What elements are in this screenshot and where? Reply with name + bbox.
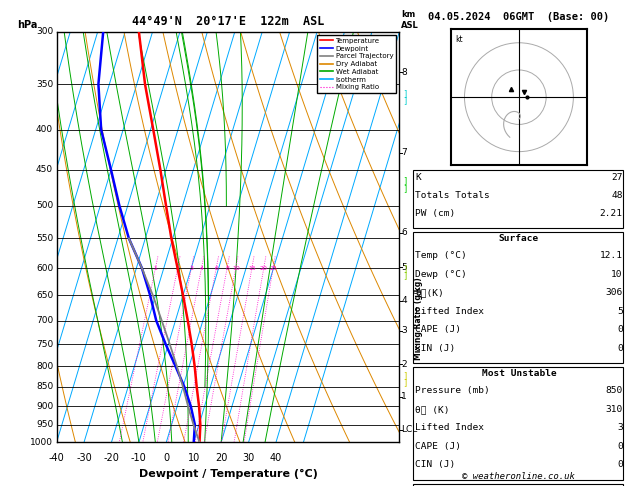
Text: 20: 20 [260, 265, 268, 271]
Text: 3: 3 [617, 423, 623, 433]
Text: 7: 7 [401, 148, 407, 157]
Text: 600: 600 [36, 263, 53, 273]
Text: -40: -40 [48, 453, 65, 463]
Text: 350: 350 [36, 80, 53, 88]
Text: 6: 6 [214, 265, 218, 271]
Text: CIN (J): CIN (J) [415, 344, 455, 353]
Text: 12.1: 12.1 [599, 251, 623, 260]
Text: Dewpoint / Temperature (°C): Dewpoint / Temperature (°C) [138, 469, 318, 479]
Text: 1: 1 [401, 392, 407, 401]
Text: 4: 4 [401, 296, 407, 305]
Text: 500: 500 [36, 201, 53, 210]
Text: 950: 950 [36, 420, 53, 429]
Text: 306: 306 [606, 288, 623, 297]
Text: -20: -20 [104, 453, 120, 463]
Text: 2: 2 [401, 360, 407, 368]
Text: 8: 8 [225, 265, 229, 271]
Text: 850: 850 [606, 386, 623, 396]
Text: PW (cm): PW (cm) [415, 209, 455, 219]
Text: 10: 10 [232, 265, 240, 271]
Text: 5: 5 [617, 307, 623, 316]
Text: 800: 800 [36, 362, 53, 371]
Text: 40: 40 [270, 453, 282, 463]
Text: 25: 25 [269, 265, 277, 271]
Text: CAPE (J): CAPE (J) [415, 442, 461, 451]
Text: 850: 850 [36, 382, 53, 391]
Text: -30: -30 [76, 453, 92, 463]
Text: 48: 48 [611, 191, 623, 200]
Text: ]
]: ] ] [403, 89, 406, 105]
Text: 15: 15 [248, 265, 256, 271]
Text: Mixing Ratio (g/kg): Mixing Ratio (g/kg) [414, 278, 423, 361]
Text: 650: 650 [36, 291, 53, 300]
Text: 750: 750 [36, 340, 53, 348]
Text: 0: 0 [617, 325, 623, 334]
Text: 04.05.2024  06GMT  (Base: 00): 04.05.2024 06GMT (Base: 00) [428, 12, 610, 22]
Text: 8: 8 [401, 68, 407, 77]
Text: Most Unstable: Most Unstable [482, 369, 556, 378]
Text: K: K [415, 173, 421, 182]
Text: 1000: 1000 [30, 438, 53, 447]
Text: Lifted Index: Lifted Index [415, 423, 484, 433]
Text: 20: 20 [215, 453, 227, 463]
Text: Surface: Surface [499, 234, 539, 243]
Text: LCL: LCL [401, 425, 418, 434]
Text: 2.21: 2.21 [599, 209, 623, 219]
Text: 0: 0 [617, 442, 623, 451]
Text: 700: 700 [36, 316, 53, 325]
Text: 310: 310 [606, 405, 623, 414]
Text: ]
]: ] ] [403, 176, 406, 193]
Legend: Temperature, Dewpoint, Parcel Trajectory, Dry Adiabat, Wet Adiabat, Isotherm, Mi: Temperature, Dewpoint, Parcel Trajectory… [318, 35, 396, 93]
Text: 10: 10 [611, 270, 623, 279]
Text: 300: 300 [36, 27, 53, 36]
Text: km
ASL: km ASL [401, 10, 419, 30]
Text: CIN (J): CIN (J) [415, 460, 455, 469]
Text: 30: 30 [242, 453, 255, 463]
Text: Pressure (mb): Pressure (mb) [415, 386, 490, 396]
Text: 2: 2 [175, 265, 180, 271]
Text: 450: 450 [36, 165, 53, 174]
Text: ]
]: ] ] [403, 371, 406, 387]
Text: 44°49'N  20°17'E  122m  ASL: 44°49'N 20°17'E 122m ASL [132, 15, 324, 28]
Text: 0: 0 [617, 460, 623, 469]
Text: Temp (°C): Temp (°C) [415, 251, 467, 260]
Text: θᴇ (K): θᴇ (K) [415, 405, 450, 414]
Text: kt: kt [455, 35, 462, 44]
Text: 4: 4 [199, 265, 204, 271]
Text: ]
]: ] ] [403, 264, 406, 280]
Text: -10: -10 [131, 453, 147, 463]
Text: Dewp (°C): Dewp (°C) [415, 270, 467, 279]
Text: hPa: hPa [18, 19, 38, 30]
Text: Lifted Index: Lifted Index [415, 307, 484, 316]
Text: Totals Totals: Totals Totals [415, 191, 490, 200]
Text: 550: 550 [36, 234, 53, 243]
Text: © weatheronline.co.uk: © weatheronline.co.uk [462, 472, 576, 481]
Text: θᴇ(K): θᴇ(K) [415, 288, 444, 297]
Text: 400: 400 [36, 125, 53, 134]
Text: CAPE (J): CAPE (J) [415, 325, 461, 334]
Text: 6: 6 [401, 228, 407, 237]
Text: 27: 27 [611, 173, 623, 182]
Text: 0: 0 [617, 344, 623, 353]
Text: 5: 5 [401, 263, 407, 272]
Text: 1: 1 [153, 265, 157, 271]
Text: 3: 3 [189, 265, 193, 271]
Text: 900: 900 [36, 402, 53, 411]
Text: 0: 0 [164, 453, 169, 463]
Text: 3: 3 [401, 326, 407, 335]
Text: 10: 10 [187, 453, 200, 463]
